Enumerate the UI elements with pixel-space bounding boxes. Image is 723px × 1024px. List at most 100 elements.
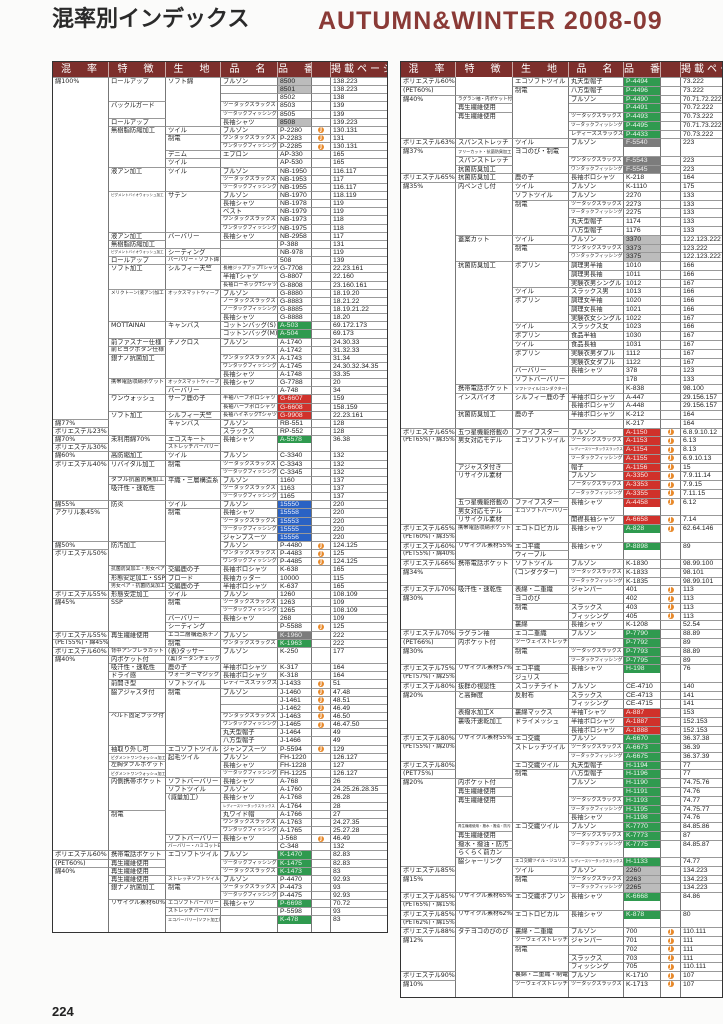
cell-pages: 113 bbox=[681, 611, 722, 621]
table-row: ピグメントワンウォッシュ加工 起毛ツイル ブルゾン FH-1220 126.127 bbox=[53, 752, 387, 761]
cell-pages: 220 bbox=[331, 516, 387, 525]
cell-product-code: A-1760 bbox=[278, 785, 312, 794]
cell-feature bbox=[456, 936, 513, 945]
cell-pages bbox=[681, 901, 722, 910]
cell-mark: J bbox=[312, 125, 331, 134]
cell-product-name: ノータックスラックス bbox=[221, 296, 278, 305]
cell-product-name bbox=[569, 532, 624, 542]
cell-product-code: H-1191 bbox=[624, 787, 661, 796]
cell-fabric bbox=[513, 787, 569, 796]
table-row: ツイル 食品長袖 1031 167 bbox=[401, 339, 722, 349]
cell-mark bbox=[312, 272, 331, 281]
cell-pages: 28 bbox=[331, 801, 387, 810]
cell-blend: (PET55%)・綿40% bbox=[401, 550, 456, 560]
cell-product-name bbox=[569, 787, 624, 796]
cell-feature: MOTTAINAI bbox=[109, 321, 166, 330]
table-row: 再生繊維使用 P-4491 70.72.222 bbox=[401, 103, 722, 113]
cell-product-code: 403 bbox=[624, 602, 661, 612]
table-row: 長袖シャツ H-1198 74.76 bbox=[401, 813, 722, 823]
cell-product-name: ツータックフィッシング bbox=[221, 768, 278, 778]
cell-product-name: ツータックフィッシング bbox=[569, 120, 624, 130]
table-row: ポリエステル70% ラグラン袖 エコ二重織 ブルゾン P-7790 88.89 bbox=[401, 629, 722, 638]
cell-pages bbox=[681, 848, 722, 857]
cell-pages: 77 bbox=[681, 760, 722, 770]
cell-fabric: 制電 bbox=[513, 646, 569, 656]
orange-circle-badge-icon: J bbox=[667, 516, 674, 523]
cell-product-name: ブルゾン bbox=[569, 182, 624, 191]
cell-product-code: G-8880 bbox=[278, 288, 312, 297]
cell-mark bbox=[312, 353, 331, 362]
cell-product-name bbox=[569, 848, 624, 858]
cell-blend bbox=[401, 120, 456, 130]
cell-mark bbox=[312, 516, 331, 525]
cell-product-code: J-1433 bbox=[278, 679, 312, 688]
cell-pages: 167 bbox=[681, 278, 722, 288]
cell-fabric: ツイル bbox=[513, 138, 569, 148]
cell-mark bbox=[661, 892, 681, 901]
page-number: 224 bbox=[52, 1004, 74, 1019]
cell-product-code: A-1740 bbox=[278, 337, 312, 346]
cell-product-name: レディースツータックスラックス bbox=[569, 857, 624, 866]
table-row: ソフト加工 シルフィー天竺 長袖ハイネックTシャツ G-9908 22.23.161 bbox=[53, 410, 387, 419]
cell-pages: 117 bbox=[331, 174, 387, 183]
table-row: 吸汗性・速乾性 ツータックスラックス 1163 137 bbox=[53, 484, 387, 493]
cell-feature bbox=[456, 278, 513, 288]
cell-pages: 220 bbox=[331, 508, 387, 516]
cell-product-name: ワンタックスラックス bbox=[221, 711, 278, 721]
cell-fabric bbox=[513, 471, 569, 481]
cell-feature: リサイクル素材55% bbox=[456, 734, 513, 744]
cell-product-code bbox=[278, 923, 312, 932]
cell-fabric: キャンバス bbox=[166, 321, 221, 330]
cell-mark bbox=[312, 768, 331, 778]
cell-pages: 31.32.33 bbox=[331, 345, 387, 354]
cell-blend bbox=[53, 736, 109, 745]
table-row: 再生繊維使用・撥水・撥油・防汚 エコ交織ツイル ブルゾン K-7770 84.85.86 bbox=[401, 822, 722, 831]
cell-product-code: 508 bbox=[278, 256, 312, 265]
cell-product-name: ワンタックスラックス bbox=[569, 155, 624, 165]
table-row: ジャンプスーツ 15556 220 bbox=[53, 532, 387, 542]
cell-pages: 122.123.222 bbox=[681, 252, 722, 261]
cell-feature: 袖取り外し可 bbox=[109, 744, 166, 753]
cell-blend: ポリエステル65% bbox=[401, 524, 456, 533]
cell-feature bbox=[109, 272, 166, 281]
cell-product-code: A-6673 bbox=[624, 743, 661, 752]
cell-feature bbox=[456, 883, 513, 893]
cell-product-code: 702 bbox=[624, 944, 661, 954]
cell-blend bbox=[401, 313, 456, 323]
table-row: メリクトーン(液アン)加工 オックスマットウィーブ ブルゾン G-8880 18.19.… bbox=[53, 288, 387, 297]
cell-blend bbox=[53, 378, 109, 387]
cell-product-code: K-1960 bbox=[278, 630, 312, 639]
cell-mark bbox=[312, 524, 331, 533]
table-row: (PET60%)・綿35% bbox=[401, 532, 722, 542]
cell-pages: 31.34 bbox=[331, 353, 387, 362]
cell-feature bbox=[109, 508, 166, 517]
cell-feature: バックルガード bbox=[109, 101, 166, 110]
cell-pages: 115 bbox=[331, 573, 387, 582]
cell-pages: 74.75.76 bbox=[681, 778, 722, 787]
cell-mark bbox=[312, 760, 331, 769]
cell-fabric: ドライメッシュ bbox=[513, 716, 569, 726]
cell-pages: 6.8.9.10.12 bbox=[681, 427, 722, 437]
cell-feature: ダブル抗菌防臭加工 bbox=[109, 475, 166, 485]
cell-fabric bbox=[513, 445, 569, 454]
cell-pages: 87 bbox=[681, 830, 722, 840]
cell-product-name: ツータックスラックス bbox=[569, 436, 624, 446]
cell-product-name: ブルゾン bbox=[221, 451, 278, 460]
cell-product-code: 703 bbox=[624, 953, 661, 963]
cell-pages: 159 bbox=[331, 394, 387, 402]
table-row: ポリエステル63% スパンストレッチ ツイル ブルゾン F-5540 223 bbox=[401, 138, 722, 148]
cell-blend: 綿12% bbox=[401, 936, 456, 945]
table-row: ワンタックフィッシング NB-1975 118 bbox=[53, 223, 387, 232]
cell-product-code: P-2283 bbox=[278, 133, 312, 143]
cell-blend bbox=[53, 760, 109, 769]
cell-feature: 再生繊維使用 bbox=[456, 112, 513, 121]
table-row: 綿40% 再生繊維使用 ツータックスラックス K-1473 83 bbox=[53, 866, 387, 875]
cell-blend bbox=[401, 103, 456, 113]
cell-product-code: 1031 bbox=[624, 339, 661, 349]
cell-feature bbox=[109, 817, 166, 826]
cell-blend bbox=[401, 445, 456, 454]
cell-blend bbox=[53, 410, 109, 419]
cell-mark bbox=[312, 638, 331, 647]
table-row: 脇アジャスタ付 制電 ブルゾン J-1460 J 47.48 bbox=[53, 687, 387, 696]
cell-product-name bbox=[221, 93, 278, 102]
